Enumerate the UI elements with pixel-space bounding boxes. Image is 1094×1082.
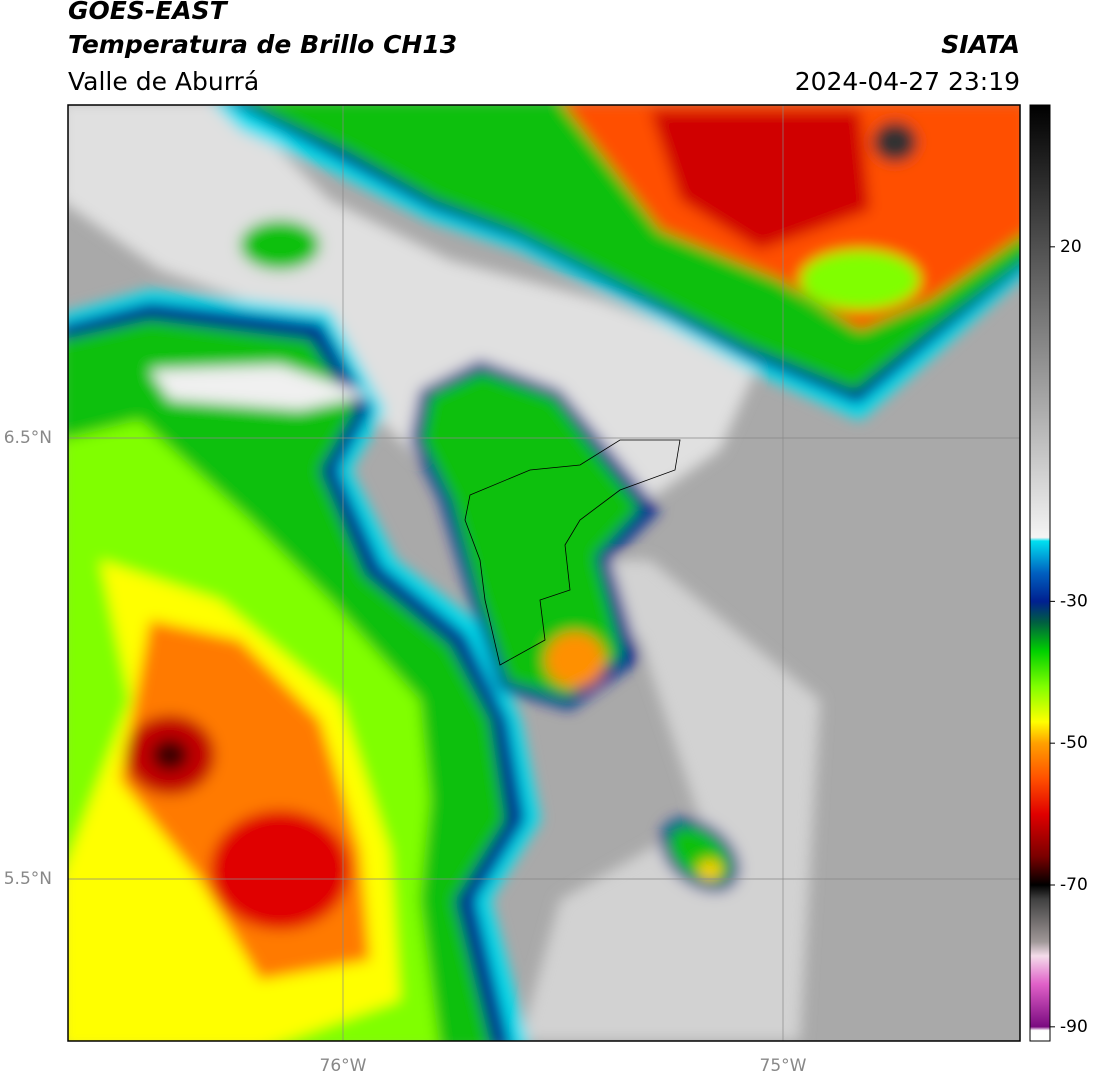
subtitle: Temperatura de Brillo CH13 — [68, 30, 457, 59]
title: GOES-EAST — [68, 0, 229, 25]
source: SIATA — [941, 30, 1020, 59]
lon-label: 75°W — [760, 1056, 807, 1076]
lon-label: 76°W — [320, 1056, 367, 1076]
imagery — [68, 105, 1020, 1041]
timestamp: 2024-04-27 23:19 — [795, 67, 1020, 96]
colorbar — [1029, 104, 1051, 1042]
map-frame — [67, 104, 1021, 1042]
colorbar-tick-label: -30 — [1060, 591, 1088, 611]
colorbar-tick-label: -70 — [1060, 875, 1088, 895]
lat-label: 5.5°N — [4, 869, 52, 889]
basin-outline — [464, 439, 681, 666]
colorbar-tick-label: -50 — [1060, 733, 1088, 753]
lat-label: 6.5°N — [4, 428, 52, 448]
map — [68, 105, 1020, 1041]
region: Valle de Aburrá — [68, 67, 259, 96]
colorbar-tick-label: 20 — [1060, 237, 1082, 257]
colorbar-tick-label: -90 — [1060, 1017, 1088, 1037]
